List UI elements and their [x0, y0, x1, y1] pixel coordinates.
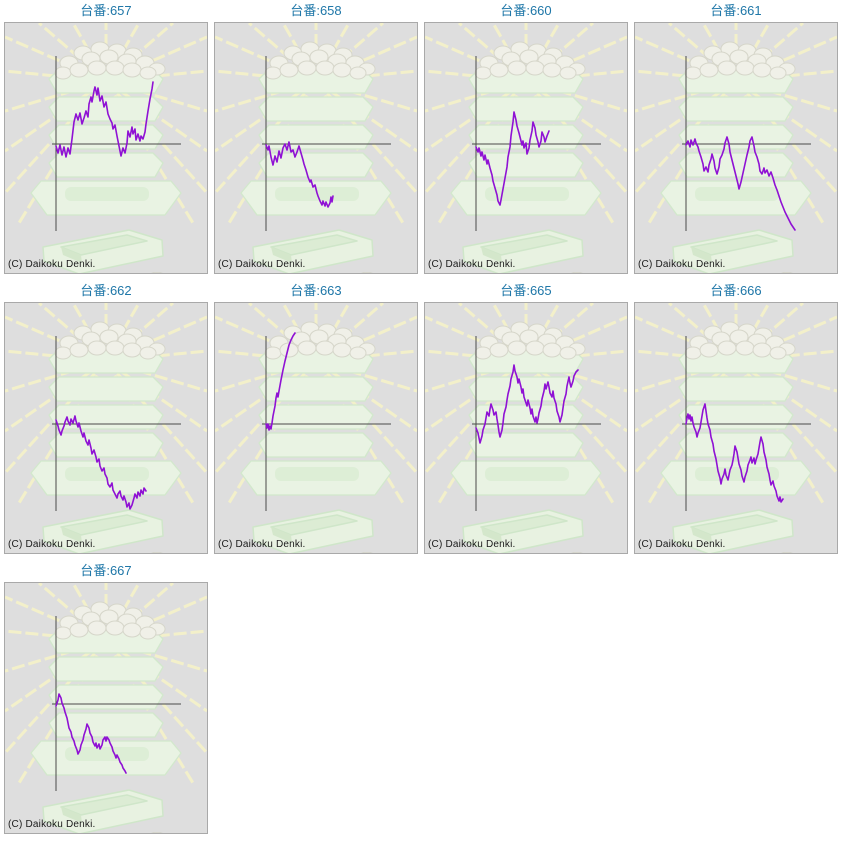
pachinko-machine-watermark-icon — [215, 23, 417, 273]
ball-tray-icon — [252, 509, 374, 553]
ball-pile-icon — [474, 321, 586, 360]
copyright-text: (C) Daikoku Denki. — [428, 539, 516, 550]
coin-icon — [361, 552, 373, 553]
ball-pile-icon — [474, 41, 586, 80]
ball-tray-icon — [42, 509, 164, 553]
pachinko-machine-watermark-icon — [425, 23, 627, 273]
graph-panel: (C) Daikoku Denki. — [424, 22, 628, 274]
ball-pile-icon — [54, 41, 166, 80]
ball-tray-icon — [672, 509, 794, 553]
trend-chart — [472, 56, 601, 231]
ball-tray-icon — [672, 229, 794, 273]
trend-chart — [682, 336, 811, 511]
machine-title-link[interactable]: 台番:658 — [290, 3, 342, 18]
copyright-text: (C) Daikoku Denki. — [8, 259, 96, 270]
copyright-text: (C) Daikoku Denki. — [8, 539, 96, 550]
pachinko-machine-watermark-icon — [215, 303, 417, 553]
graph-panel: (C) Daikoku Denki. — [634, 302, 838, 554]
machine-title-link[interactable]: 台番:661 — [710, 3, 762, 18]
ball-pile-icon — [264, 321, 376, 360]
graph-panel: (C) Daikoku Denki. — [214, 22, 418, 274]
machine-cell: 台番:665 — [424, 283, 628, 554]
trend-chart — [262, 332, 391, 511]
trend-chart — [52, 56, 181, 231]
machine-cell: 台番:662 — [4, 283, 208, 554]
machine-cell: 台番:658 — [214, 3, 418, 274]
ball-pile-icon — [54, 601, 166, 640]
graph-panel: (C) Daikoku Denki. — [4, 302, 208, 554]
copyright-text: (C) Daikoku Denki. — [638, 539, 726, 550]
ball-pile-icon — [684, 321, 796, 360]
trend-chart — [682, 56, 811, 231]
trend-chart — [52, 336, 181, 511]
machine-title-link[interactable]: 台番:663 — [290, 283, 342, 298]
ball-tray-icon — [42, 229, 164, 273]
coin-icon — [781, 272, 793, 273]
ball-tray-icon — [42, 789, 164, 833]
pachinko-machine-watermark-icon — [425, 303, 627, 553]
tray-stack-icon — [450, 348, 602, 496]
machine-cell: 台番:663 — [214, 283, 418, 554]
copyright-text: (C) Daikoku Denki. — [218, 539, 306, 550]
ball-pile-icon — [54, 321, 166, 360]
coin-icon — [571, 272, 583, 273]
ball-tray-icon — [462, 509, 584, 553]
copyright-text: (C) Daikoku Denki. — [8, 819, 96, 830]
coin-icon — [151, 552, 163, 553]
coin-icon — [361, 272, 373, 273]
machine-title-link[interactable]: 台番:667 — [80, 563, 132, 578]
ball-tray-icon — [252, 229, 374, 273]
graph-panel: (C) Daikoku Denki. — [634, 22, 838, 274]
machine-title-link[interactable]: 台番:660 — [500, 3, 552, 18]
trend-chart — [52, 616, 181, 791]
machine-cell: 台番:657 — [4, 3, 208, 274]
pachinko-machine-watermark-icon — [5, 23, 207, 273]
machine-cell: 台番:666 — [634, 283, 838, 554]
graph-panel: (C) Daikoku Denki. — [424, 302, 628, 554]
pachinko-machine-watermark-icon — [5, 303, 207, 553]
machine-title-link[interactable]: 台番:657 — [80, 3, 132, 18]
trend-chart — [262, 56, 391, 231]
copyright-text: (C) Daikoku Denki. — [638, 259, 726, 270]
ball-pile-icon — [264, 41, 376, 80]
tray-stack-icon — [30, 348, 182, 496]
machine-title-link[interactable]: 台番:662 — [80, 283, 132, 298]
graph-panel: (C) Daikoku Denki. — [214, 302, 418, 554]
coin-icon — [151, 832, 163, 833]
coin-icon — [781, 552, 793, 553]
trend-chart — [472, 336, 601, 511]
copyright-text: (C) Daikoku Denki. — [218, 259, 306, 270]
ball-pile-icon — [684, 41, 796, 80]
ball-tray-icon — [462, 229, 584, 273]
machine-cell: 台番:660 — [424, 3, 628, 274]
machine-cell: 台番:667 — [4, 563, 208, 834]
graph-panel: (C) Daikoku Denki. — [4, 22, 208, 274]
machine-cell: 台番:661 — [634, 3, 838, 274]
machine-title-link[interactable]: 台番:665 — [500, 283, 552, 298]
coin-icon — [571, 552, 583, 553]
pachinko-machine-watermark-icon — [5, 583, 207, 833]
coin-icon — [151, 272, 163, 273]
pachinko-machine-watermark-icon — [635, 303, 837, 553]
graph-panel: (C) Daikoku Denki. — [4, 582, 208, 834]
copyright-text: (C) Daikoku Denki. — [428, 259, 516, 270]
machine-title-link[interactable]: 台番:666 — [710, 283, 762, 298]
